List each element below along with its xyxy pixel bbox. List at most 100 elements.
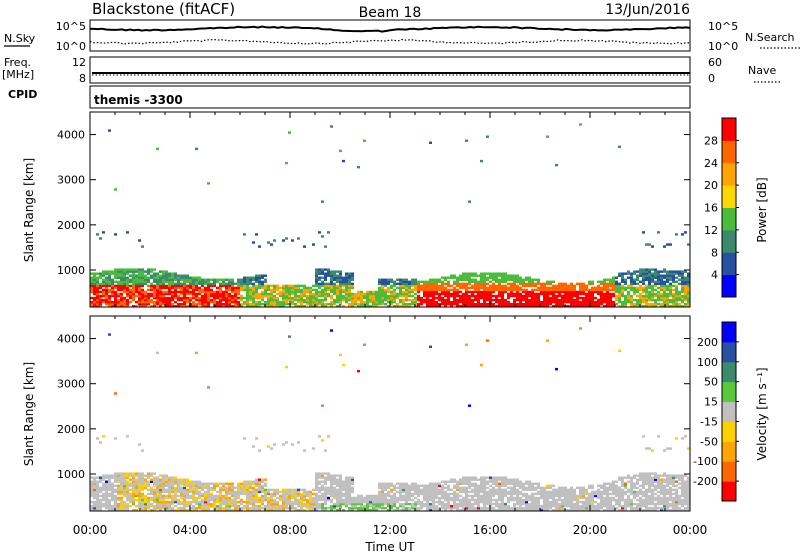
power-cell	[606, 300, 609, 304]
power-cell	[126, 284, 129, 288]
power-cell	[408, 282, 411, 286]
velocity-cell	[99, 490, 102, 494]
power-cell	[147, 300, 150, 304]
power-cell	[381, 296, 384, 300]
power-cell	[435, 284, 438, 288]
velocity-cell	[132, 488, 135, 492]
velocity-cell	[504, 502, 507, 506]
power-cell	[630, 296, 633, 300]
power-cell	[132, 292, 135, 296]
power-cell	[93, 296, 96, 300]
power-cell	[513, 274, 516, 277]
velocity-cell	[411, 488, 414, 492]
velocity-cell	[282, 500, 285, 504]
velocity-cell	[399, 508, 402, 512]
power-cell	[189, 284, 192, 288]
power-cell	[282, 302, 285, 306]
velocity-cell	[474, 486, 477, 490]
power-cell	[417, 280, 420, 284]
power-cell	[462, 300, 465, 304]
power-cell	[141, 284, 144, 288]
power-cell	[339, 294, 342, 298]
power-cell	[465, 274, 468, 277]
velocity-cell	[201, 498, 204, 502]
velocity-cell	[117, 474, 120, 477]
velocity-cell	[495, 490, 498, 494]
velocity-cell	[552, 504, 555, 508]
power-cell	[348, 286, 351, 290]
power-cell	[648, 298, 651, 302]
velocity-cell	[231, 486, 234, 490]
power-cell	[642, 270, 645, 273]
velocity-cell	[156, 496, 159, 500]
velocity-cell	[186, 508, 189, 512]
power-cell	[429, 294, 432, 298]
power-cell	[90, 300, 93, 304]
power-cell	[390, 292, 393, 296]
velocity-cell	[426, 508, 429, 512]
power-cell	[348, 290, 351, 294]
power-cell	[192, 290, 195, 294]
power-cell	[474, 296, 477, 300]
velocity-cell	[411, 484, 414, 488]
power-cell	[195, 282, 198, 286]
power-cell	[180, 302, 183, 306]
velocity-cell	[159, 494, 162, 498]
power-cell	[186, 276, 189, 279]
velocity-cell	[267, 506, 270, 510]
velocity-cell	[138, 484, 141, 488]
power-cell	[606, 278, 609, 281]
power-cell	[555, 290, 558, 294]
velocity-cell	[399, 502, 402, 506]
velocity-cell	[318, 498, 321, 502]
power-cell	[219, 284, 222, 288]
power-cell	[252, 241, 255, 244]
velocity-cell	[612, 484, 615, 488]
velocity-cell	[588, 498, 591, 502]
power-cell	[495, 284, 498, 288]
power-cell	[150, 300, 153, 304]
power-cell	[666, 272, 669, 275]
velocity-cell	[504, 478, 507, 481]
velocity-cell	[516, 492, 519, 496]
power-cell	[477, 298, 480, 302]
velocity-cell	[204, 498, 207, 502]
power-cell	[408, 286, 411, 290]
velocity-cell	[582, 506, 585, 510]
power-cell	[210, 290, 213, 294]
velocity-cell	[255, 484, 258, 488]
velocity-cell	[132, 486, 135, 490]
velocity-cell	[339, 492, 342, 496]
power-cell	[684, 276, 687, 279]
velocity-cell	[162, 488, 165, 492]
velocity-cell	[150, 502, 153, 506]
velocity-cell	[237, 494, 240, 498]
velocity-cell	[309, 502, 312, 506]
velocity-cell	[630, 506, 633, 510]
velocity-cell	[90, 484, 93, 488]
power-cell	[627, 272, 630, 275]
power-cell	[540, 282, 543, 286]
power-cell	[150, 274, 153, 277]
velocity-cell	[318, 480, 321, 483]
velocity-cell	[390, 494, 393, 498]
power-cell	[132, 272, 135, 275]
power-cell	[615, 280, 618, 284]
power-cell	[183, 284, 186, 288]
velocity-cell	[456, 482, 459, 485]
power-cell	[492, 288, 495, 292]
velocity-cell	[243, 500, 246, 504]
velocity-cell	[627, 502, 630, 506]
power-cell	[462, 276, 465, 279]
power-cell	[498, 294, 501, 298]
velocity-cell	[570, 494, 573, 498]
velocity-cell	[114, 480, 117, 483]
power-cell	[684, 231, 687, 234]
power-cell	[234, 294, 237, 298]
velocity-cell	[282, 443, 285, 446]
velocity-cell	[585, 506, 588, 510]
velocity-cell	[360, 494, 363, 498]
power-cell	[120, 280, 123, 284]
power-cell	[603, 286, 606, 290]
velocity-cell	[213, 488, 216, 492]
